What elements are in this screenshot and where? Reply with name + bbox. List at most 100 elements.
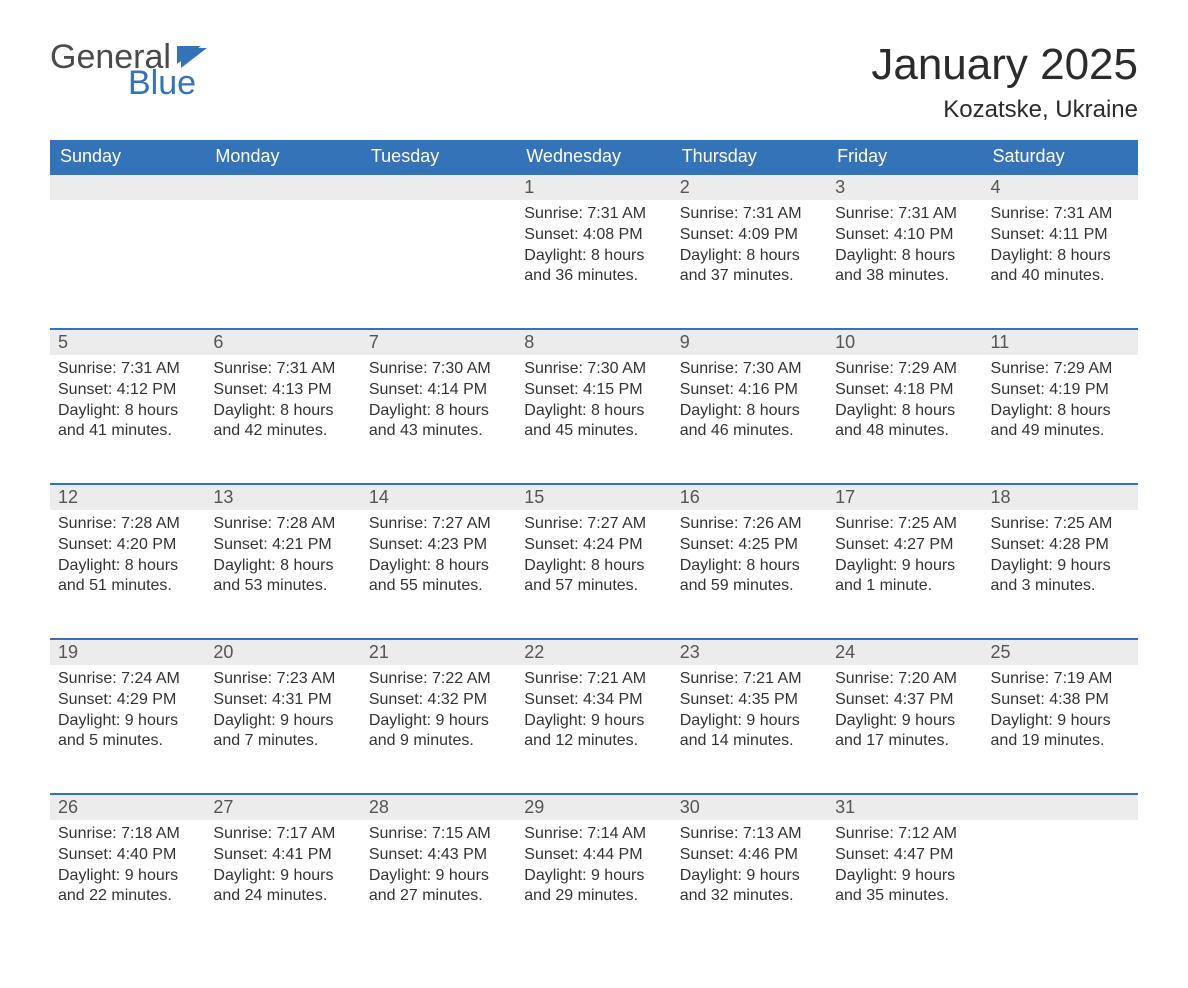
daylight-line: Daylight: 8 hours and 45 minutes. [524,401,663,443]
daylight-line: Daylight: 8 hours and 55 minutes. [369,556,508,598]
day-number: 26 [50,793,205,820]
sunset-line: Sunset: 4:25 PM [680,535,819,556]
day-cell [50,200,205,328]
daylight-line: Daylight: 9 hours and 1 minute. [835,556,974,598]
sunset-line: Sunset: 4:40 PM [58,845,197,866]
day-number: 29 [516,793,671,820]
daylight-line: Daylight: 8 hours and 37 minutes. [680,246,819,288]
day-cell: Sunrise: 7:21 AMSunset: 4:35 PMDaylight:… [672,665,827,793]
day-content: Sunrise: 7:14 AMSunset: 4:44 PMDaylight:… [516,820,671,907]
daylight-line: Daylight: 9 hours and 24 minutes. [213,866,352,908]
day-number: 13 [205,483,360,510]
daylight-line: Daylight: 8 hours and 59 minutes. [680,556,819,598]
sunset-line: Sunset: 4:34 PM [524,690,663,711]
daynum-row: 1234 [50,173,1138,200]
weekday-header: Saturday [983,140,1138,173]
day-cell: Sunrise: 7:27 AMSunset: 4:24 PMDaylight:… [516,510,671,638]
daylight-line: Daylight: 8 hours and 57 minutes. [524,556,663,598]
day-number: 12 [50,483,205,510]
sunset-line: Sunset: 4:47 PM [835,845,974,866]
sunrise-line: Sunrise: 7:20 AM [835,669,974,690]
sunrise-line: Sunrise: 7:31 AM [213,359,352,380]
sunset-line: Sunset: 4:44 PM [524,845,663,866]
day-content: Sunrise: 7:31 AMSunset: 4:10 PMDaylight:… [827,200,982,287]
weekday-header: Monday [205,140,360,173]
day-number: 27 [205,793,360,820]
sunset-line: Sunset: 4:09 PM [680,225,819,246]
day-cell: Sunrise: 7:19 AMSunset: 4:38 PMDaylight:… [983,665,1138,793]
day-number: 11 [983,328,1138,355]
sunset-line: Sunset: 4:28 PM [991,535,1130,556]
sunset-line: Sunset: 4:21 PM [213,535,352,556]
day-cell: Sunrise: 7:24 AMSunset: 4:29 PMDaylight:… [50,665,205,793]
sunset-line: Sunset: 4:08 PM [524,225,663,246]
day-number: 19 [50,638,205,665]
day-number: 30 [672,793,827,820]
daycontent-row: Sunrise: 7:31 AMSunset: 4:08 PMDaylight:… [50,200,1138,328]
day-cell [361,200,516,328]
sunrise-line: Sunrise: 7:24 AM [58,669,197,690]
sunset-line: Sunset: 4:23 PM [369,535,508,556]
day-number: 16 [672,483,827,510]
day-content: Sunrise: 7:25 AMSunset: 4:27 PMDaylight:… [827,510,982,597]
weekday-header-row: SundayMondayTuesdayWednesdayThursdayFrid… [50,140,1138,173]
daylight-line: Daylight: 8 hours and 38 minutes. [835,246,974,288]
weekday-header: Sunday [50,140,205,173]
day-number: 15 [516,483,671,510]
day-cell: Sunrise: 7:23 AMSunset: 4:31 PMDaylight:… [205,665,360,793]
day-cell [205,200,360,328]
daylight-line: Daylight: 8 hours and 36 minutes. [524,246,663,288]
daylight-line: Daylight: 9 hours and 3 minutes. [991,556,1130,598]
day-cell: Sunrise: 7:31 AMSunset: 4:08 PMDaylight:… [516,200,671,328]
sunrise-line: Sunrise: 7:15 AM [369,824,508,845]
day-content: Sunrise: 7:22 AMSunset: 4:32 PMDaylight:… [361,665,516,752]
sunrise-line: Sunrise: 7:28 AM [58,514,197,535]
sunset-line: Sunset: 4:18 PM [835,380,974,401]
day-number: 24 [827,638,982,665]
sunrise-line: Sunrise: 7:28 AM [213,514,352,535]
daylight-line: Daylight: 8 hours and 43 minutes. [369,401,508,443]
location: Kozatske, Ukraine [871,96,1138,124]
sunset-line: Sunset: 4:13 PM [213,380,352,401]
sunrise-line: Sunrise: 7:13 AM [680,824,819,845]
day-content: Sunrise: 7:31 AMSunset: 4:09 PMDaylight:… [672,200,827,287]
sunrise-line: Sunrise: 7:30 AM [369,359,508,380]
day-cell: Sunrise: 7:28 AMSunset: 4:20 PMDaylight:… [50,510,205,638]
day-cell: Sunrise: 7:30 AMSunset: 4:16 PMDaylight:… [672,355,827,483]
daylight-line: Daylight: 9 hours and 7 minutes. [213,711,352,753]
daylight-line: Daylight: 9 hours and 5 minutes. [58,711,197,753]
day-cell: Sunrise: 7:28 AMSunset: 4:21 PMDaylight:… [205,510,360,638]
sunrise-line: Sunrise: 7:27 AM [369,514,508,535]
day-content: Sunrise: 7:12 AMSunset: 4:47 PMDaylight:… [827,820,982,907]
sunset-line: Sunset: 4:11 PM [991,225,1130,246]
sunrise-line: Sunrise: 7:23 AM [213,669,352,690]
day-number: 14 [361,483,516,510]
sunset-line: Sunset: 4:15 PM [524,380,663,401]
sunrise-line: Sunrise: 7:25 AM [991,514,1130,535]
day-content: Sunrise: 7:30 AMSunset: 4:16 PMDaylight:… [672,355,827,442]
day-number: 23 [672,638,827,665]
daylight-line: Daylight: 9 hours and 32 minutes. [680,866,819,908]
day-cell: Sunrise: 7:31 AMSunset: 4:10 PMDaylight:… [827,200,982,328]
day-cell: Sunrise: 7:31 AMSunset: 4:13 PMDaylight:… [205,355,360,483]
day-content: Sunrise: 7:28 AMSunset: 4:20 PMDaylight:… [50,510,205,597]
sunrise-line: Sunrise: 7:31 AM [680,204,819,225]
day-content: Sunrise: 7:23 AMSunset: 4:31 PMDaylight:… [205,665,360,752]
sunrise-line: Sunrise: 7:29 AM [835,359,974,380]
day-content: Sunrise: 7:21 AMSunset: 4:34 PMDaylight:… [516,665,671,752]
sunset-line: Sunset: 4:24 PM [524,535,663,556]
day-cell: Sunrise: 7:25 AMSunset: 4:27 PMDaylight:… [827,510,982,638]
sunset-line: Sunset: 4:29 PM [58,690,197,711]
daylight-line: Daylight: 8 hours and 41 minutes. [58,401,197,443]
month-title: January 2025 [871,40,1138,90]
day-cell [983,820,1138,948]
daylight-line: Daylight: 9 hours and 14 minutes. [680,711,819,753]
sunset-line: Sunset: 4:43 PM [369,845,508,866]
daycontent-row: Sunrise: 7:18 AMSunset: 4:40 PMDaylight:… [50,820,1138,948]
day-content: Sunrise: 7:27 AMSunset: 4:24 PMDaylight:… [516,510,671,597]
daylight-line: Daylight: 8 hours and 49 minutes. [991,401,1130,443]
day-cell: Sunrise: 7:29 AMSunset: 4:19 PMDaylight:… [983,355,1138,483]
day-cell: Sunrise: 7:14 AMSunset: 4:44 PMDaylight:… [516,820,671,948]
day-content: Sunrise: 7:29 AMSunset: 4:18 PMDaylight:… [827,355,982,442]
day-cell: Sunrise: 7:26 AMSunset: 4:25 PMDaylight:… [672,510,827,638]
